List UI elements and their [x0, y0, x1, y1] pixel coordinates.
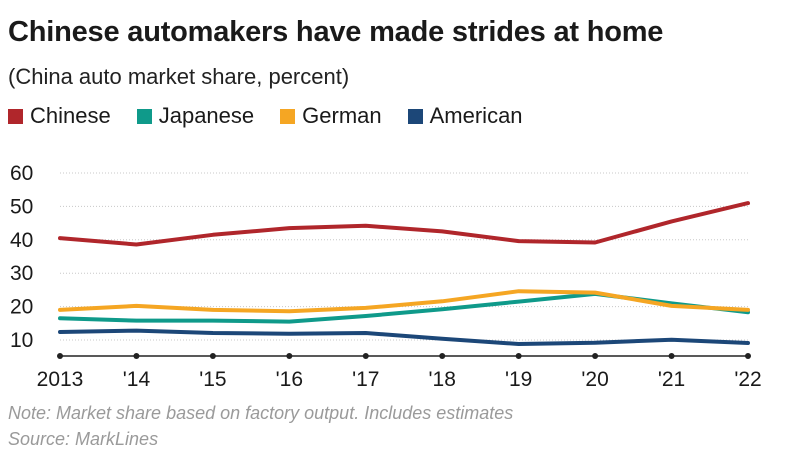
series-line-german — [58, 289, 750, 314]
x-tick-label-9: '22 — [734, 368, 761, 391]
chart-note: Note: Market share based on factory outp… — [8, 403, 514, 423]
y-tick-label-50: 50 — [10, 195, 33, 218]
x-tick-label-7: '20 — [581, 368, 608, 391]
legend-item-german: German — [280, 103, 382, 129]
x-tick-label-5: '18 — [429, 368, 456, 391]
legend-item-japanese: Japanese — [136, 103, 255, 129]
y-tick-label-10: 10 — [10, 329, 33, 352]
legend-item-american: American — [407, 103, 523, 129]
y-tick-label-60: 60 — [10, 162, 33, 185]
y-tick-label-30: 30 — [10, 262, 33, 285]
chart-subtitle: (China auto market share, percent) — [8, 64, 350, 89]
x-tick-label-1: '14 — [123, 368, 151, 391]
chart-notes: Note: Market share based on factory outp… — [8, 400, 513, 452]
legend-label-japanese: Japanese — [158, 103, 255, 128]
x-tick-dot-0 — [57, 353, 63, 359]
legend-swatch-german — [280, 108, 296, 124]
legend-item-chinese: Chinese — [8, 103, 111, 129]
legend-label-american: American — [429, 103, 523, 128]
x-tick-label-4: '17 — [352, 368, 379, 391]
legend-swatch-chinese — [8, 108, 23, 124]
x-tick-dot-5 — [439, 353, 446, 359]
x-tick-label-0: 2013 — [37, 368, 84, 391]
x-tick-label-2: '15 — [199, 368, 226, 391]
x-tick-dot-9 — [745, 353, 751, 359]
x-tick-dot-6 — [515, 353, 522, 359]
x-tick-dot-4 — [362, 353, 369, 359]
chart-source: Source: MarkLines — [8, 429, 159, 449]
x-tick-dot-1 — [133, 353, 140, 359]
x-tick-dot-2 — [209, 353, 216, 359]
y-tick-label-40: 40 — [10, 229, 33, 252]
chart-title: Chinese automakers have made strides at … — [8, 16, 664, 48]
x-tick-label-8: '21 — [658, 368, 685, 391]
legend-swatch-japanese — [136, 108, 152, 124]
legend-label-german: German — [302, 103, 382, 128]
series-line-chinese — [58, 201, 750, 247]
legend-swatch-american — [407, 108, 423, 124]
legend-label-chinese: Chinese — [30, 103, 111, 128]
x-tick-dot-7 — [592, 353, 599, 359]
y-tick-label-20: 20 — [10, 296, 33, 319]
series-line-american — [58, 328, 750, 346]
x-tick-dot-8 — [668, 353, 675, 359]
x-tick-label-6: '19 — [505, 368, 532, 391]
legend: Chinese Japanese German American — [8, 103, 549, 129]
x-tick-label-3: '16 — [276, 368, 303, 391]
x-tick-dot-3 — [286, 353, 293, 359]
